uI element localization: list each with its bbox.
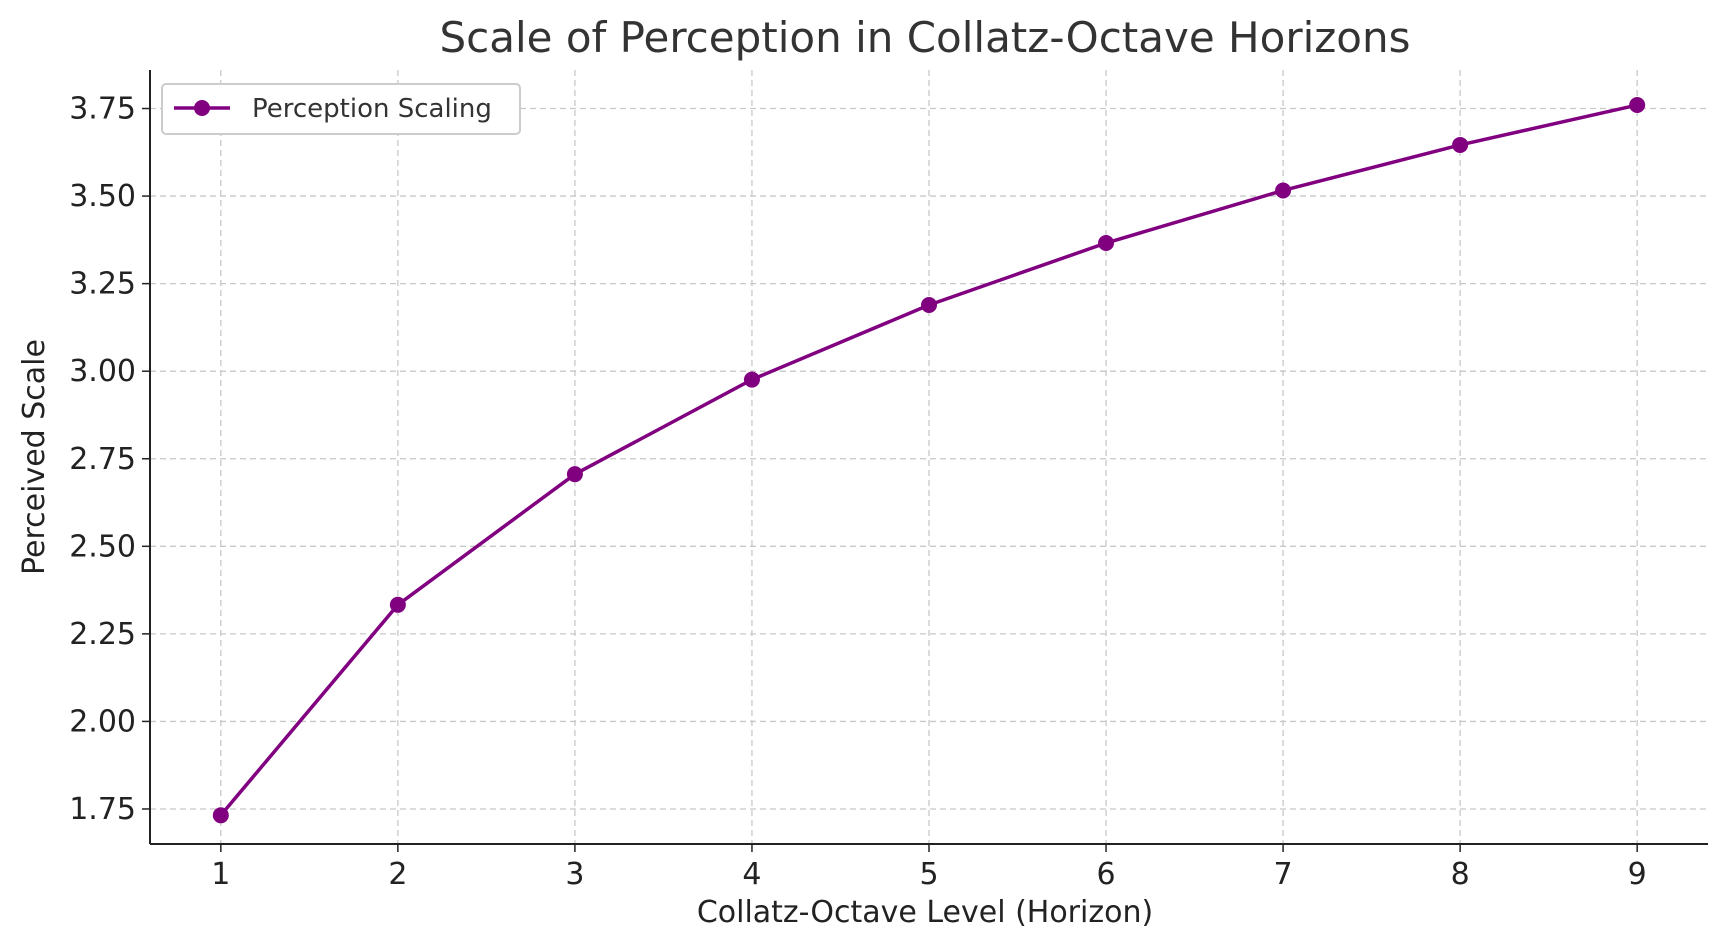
data-point [1629, 97, 1646, 114]
y-tick-label: 1.75 [69, 792, 136, 827]
y-tick-label: 3.00 [69, 354, 136, 389]
chart-title: Scale of Perception in Collatz-Octave Ho… [439, 13, 1410, 62]
ticks-layer: 1 2 3 4 5 6 7 8 9 1.75 2.00 2.25 2.50 2.75 3.00 3.25 3.5… [69, 92, 1647, 892]
axes-layer [149, 70, 1708, 845]
data-point [1275, 182, 1292, 199]
x-tick-label: 8 [1451, 857, 1470, 892]
data-point [566, 466, 583, 483]
data-point [212, 807, 229, 824]
legend-label: Perception Scaling [252, 94, 492, 124]
grid-layer [150, 70, 1708, 844]
y-tick-label: 2.75 [69, 442, 136, 477]
x-tick-label: 7 [1274, 857, 1293, 892]
legend-box [161, 83, 521, 135]
y-axis-label: Perceived Scale [17, 339, 52, 575]
y-tick-label: 2.50 [69, 529, 136, 564]
x-tick-label: 3 [565, 857, 584, 892]
legend-marker-swatch [194, 100, 210, 116]
x-tick-label: 9 [1628, 857, 1647, 892]
x-axis-label: Collatz-Octave Level (Horizon) [697, 895, 1153, 930]
y-tick-label: 2.25 [69, 617, 136, 652]
y-tick-label: 2.00 [69, 704, 136, 739]
x-tick-label: 2 [388, 857, 407, 892]
y-tick-label: 3.50 [69, 179, 136, 214]
data-point [389, 596, 406, 613]
x-tick-label: 6 [1096, 857, 1115, 892]
x-tick-label: 4 [742, 857, 761, 892]
y-tick-label: 3.25 [69, 267, 136, 302]
legend: Perception Scaling [161, 83, 521, 135]
y-tick-label: 3.75 [69, 92, 136, 127]
series-layer [212, 97, 1646, 824]
x-tick-label: 5 [919, 857, 938, 892]
data-point [1098, 235, 1115, 252]
data-point [743, 371, 760, 388]
x-tick-label: 1 [211, 857, 230, 892]
data-point [1452, 136, 1469, 153]
data-point [921, 297, 937, 314]
